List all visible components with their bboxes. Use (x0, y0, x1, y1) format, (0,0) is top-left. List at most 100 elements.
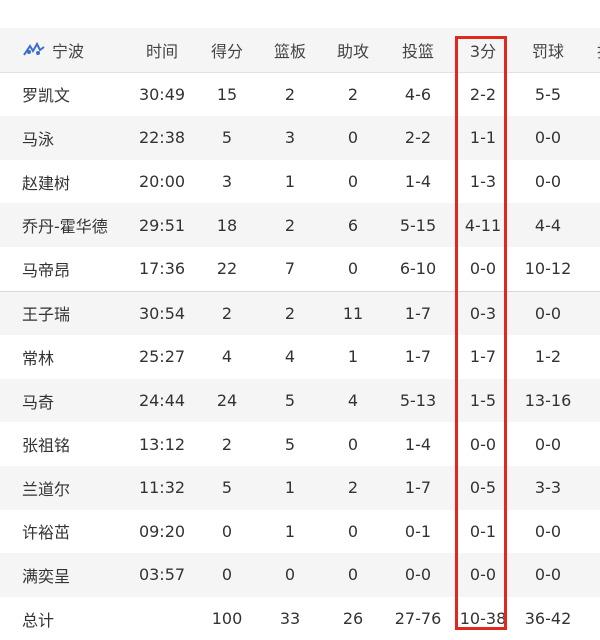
stat-cell: 22:38 (138, 128, 186, 148)
header-row: 宁波 时间 得分 篮板 助攻 投篮 3分 罚球抢 (0, 28, 600, 73)
stat-cell: 0-0 (534, 172, 562, 192)
stat-cell: 0-0 (534, 434, 562, 454)
column-header[interactable]: 抢 (573, 38, 600, 62)
player-row[interactable]: 兰道尔 11:32 5 1 2 1-7 0-5 3-3 (0, 465, 600, 510)
stat-cell: 2 (347, 84, 359, 104)
stat-cell: 30:54 (138, 303, 186, 323)
player-name: 张祖铭 (22, 436, 71, 456)
stat-cell: 5 (221, 478, 233, 498)
player-row[interactable]: 常林 25:27 4 4 1 1-7 1-7 1-2 (0, 335, 600, 379)
stat-cell: 1-7 (469, 347, 497, 367)
stat-cell: 4 (347, 391, 359, 411)
stat-cell: 0-3 (469, 303, 497, 323)
player-row[interactable]: 乔丹-霍华德 29:51 18 2 6 5-15 4-11 4-4 (0, 203, 600, 247)
player-row[interactable]: 许裕茁 09:20 0 1 0 0-1 0-1 0-0 (0, 510, 600, 554)
stat-cell: 24:44 (138, 391, 186, 411)
stat-cell: 0-0 (534, 303, 562, 323)
player-row[interactable]: 马泳 22:38 5 3 0 2-2 1-1 0-0 (0, 116, 600, 160)
stat-cell: 03:57 (138, 565, 186, 585)
stat-cell: 0-1 (469, 521, 497, 541)
stat-cell: 0 (347, 565, 359, 585)
stat-cell: 0 (284, 565, 296, 585)
stat-cell: 1-2 (534, 347, 562, 367)
stat-cell: 2 (221, 434, 233, 454)
player-row[interactable]: 马帝昂 17:36 22 7 0 6-10 0-0 10-12 (0, 247, 600, 291)
stat-cell: 24 (216, 391, 238, 411)
stat-cell: 11:32 (138, 478, 186, 498)
stat-cell: 6-10 (399, 259, 437, 279)
player-name: 许裕茁 (22, 523, 71, 543)
stat-cell: 3 (221, 172, 233, 192)
stat-cell: 0-0 (534, 521, 562, 541)
stat-cell: 36-42 (524, 609, 572, 629)
stat-cell: 1-4 (404, 434, 432, 454)
stat-cell: 0-1 (404, 521, 432, 541)
stat-cell: 4 (284, 347, 296, 367)
stat-cell: 25:27 (138, 347, 186, 367)
stat-cell: 10-38 (459, 609, 507, 629)
stat-cell: 1-7 (404, 347, 432, 367)
stat-cell: 0 (347, 172, 359, 192)
stat-cell: 0-0 (469, 434, 497, 454)
stat-cell: 7 (284, 259, 296, 279)
player-row[interactable]: 满奕呈 03:57 0 0 0 0-0 0-0 0-0 (0, 553, 600, 597)
stat-cell: 5 (284, 434, 296, 454)
team-logo-icon (23, 41, 45, 56)
totals-label: 总计 (22, 610, 55, 630)
column-header[interactable]: 得分 (210, 41, 243, 61)
player-name: 马泳 (22, 129, 55, 149)
stat-cell: 0 (221, 565, 233, 585)
stat-cell: 1-5 (469, 391, 497, 411)
stat-cell: 0-0 (534, 128, 562, 148)
stat-cell: 3-3 (534, 478, 562, 498)
player-row[interactable]: 马奇 24:44 24 5 4 5-13 1-5 13-16 (0, 378, 600, 423)
team-name: 宁波 (52, 41, 85, 61)
stat-cell: 27-76 (394, 609, 442, 629)
stat-cell: 0-0 (404, 565, 432, 585)
stat-cell: 1-1 (469, 128, 497, 148)
stat-cell: 18 (216, 215, 238, 235)
stat-cell: 0 (347, 259, 359, 279)
stat-cell: 33 (279, 609, 301, 629)
stat-cell: 0 (221, 521, 233, 541)
stat-cell: 15 (216, 84, 238, 104)
stat-cell: 2 (221, 303, 233, 323)
stat-cell: 22 (216, 259, 238, 279)
stat-cell: 5-15 (399, 215, 437, 235)
stat-cell: 4 (221, 347, 233, 367)
stat-cell: 5-13 (399, 391, 437, 411)
column-header[interactable]: 时间 (145, 41, 178, 61)
stat-cell: 0-0 (469, 259, 497, 279)
player-name: 罗凯文 (22, 86, 71, 106)
stat-cell: 2-2 (404, 128, 432, 148)
stat-cell: 1 (347, 347, 359, 367)
player-row[interactable]: 王子瑞 30:54 2 2 11 1-7 0-3 0-0 (0, 290, 600, 336)
player-row[interactable]: 张祖铭 13:12 2 5 0 1-4 0-0 0-0 (0, 422, 600, 466)
player-name: 马帝昂 (22, 260, 71, 280)
player-name: 马奇 (22, 392, 55, 412)
stat-cell: 2 (284, 84, 296, 104)
column-header[interactable]: 助攻 (336, 41, 369, 61)
totals-row[interactable]: 总计 100 33 26 27-76 10-38 36-42 (0, 597, 600, 640)
player-row[interactable]: 罗凯文 30:49 15 2 2 4-6 2-2 5-5 (0, 73, 600, 117)
column-header[interactable]: 投篮 (401, 41, 434, 61)
player-name: 王子瑞 (22, 305, 71, 325)
player-name: 赵建树 (22, 173, 71, 193)
column-header[interactable]: 3分 (469, 41, 497, 61)
stat-cell: 1 (284, 172, 296, 192)
stat-cell: 2-2 (469, 84, 497, 104)
stat-cell: 4-4 (534, 215, 562, 235)
player-name: 满奕呈 (22, 566, 71, 586)
player-name: 乔丹-霍华德 (22, 217, 108, 237)
stat-cell: 26 (342, 609, 364, 629)
stat-cell: 1-4 (404, 172, 432, 192)
column-header[interactable]: 罚球 (531, 41, 564, 61)
stat-cell: 3 (284, 128, 296, 148)
stat-cell: 5-5 (534, 84, 562, 104)
stat-cell: 1 (284, 521, 296, 541)
stat-cell: 29:51 (138, 215, 186, 235)
column-header[interactable]: 篮板 (273, 41, 306, 61)
stat-cell: 5 (221, 128, 233, 148)
stat-cell: 0-5 (469, 478, 497, 498)
player-row[interactable]: 赵建树 20:00 3 1 0 1-4 1-3 0-0 (0, 160, 600, 204)
